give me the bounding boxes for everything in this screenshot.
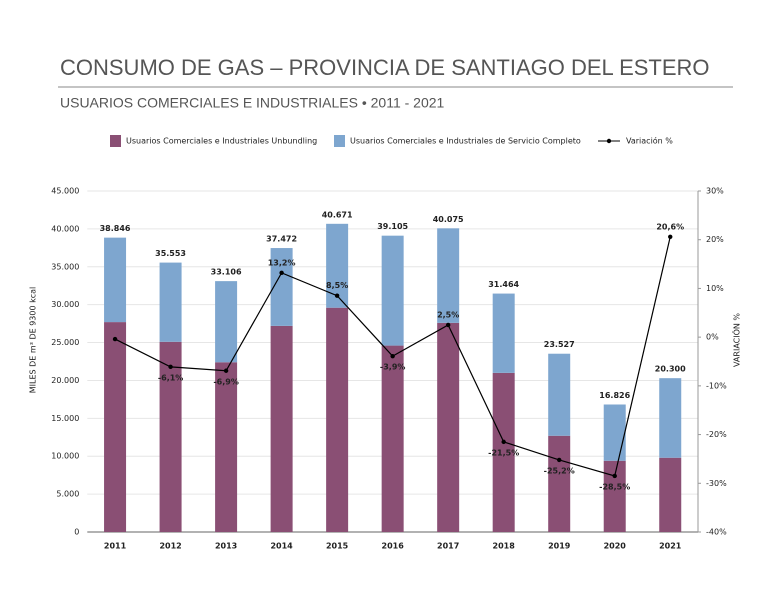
bar-segment xyxy=(381,235,404,346)
variation-point xyxy=(445,322,451,328)
variation-point xyxy=(501,439,506,445)
x-tick-label: 2012 xyxy=(159,542,181,551)
variation-point xyxy=(223,368,229,373)
y2-tick-label: -40% xyxy=(706,528,727,537)
variation-point xyxy=(112,336,118,342)
y-tick-label: 40.000 xyxy=(51,224,79,233)
legend-label: Variación % xyxy=(626,136,673,146)
legend-label: Usuarios Comerciales e Industriales Unbu… xyxy=(126,137,317,146)
bar-segment xyxy=(437,322,460,532)
y2-tick-label: 10% xyxy=(706,284,724,293)
bar-segment xyxy=(659,457,682,532)
x-tick-label: 2013 xyxy=(215,542,237,551)
legend-swatch xyxy=(334,135,345,147)
y2-axis-title: VARIACIÓN % xyxy=(731,313,742,367)
y2-tick-label: 30% xyxy=(706,187,724,196)
total-label: 20.300 xyxy=(655,365,686,374)
bar-segment xyxy=(326,307,349,532)
chart-subtitle: USUARIOS COMERCIALES E INDUSTRIALES • 20… xyxy=(60,95,445,111)
x-tick-label: 2014 xyxy=(270,542,293,551)
x-tick-label: 2017 xyxy=(437,542,459,551)
y-axis-title: MILES DE m³ DE 9300 kcal xyxy=(29,287,38,394)
variation-label: 20,6% xyxy=(656,222,684,231)
total-label: 16.826 xyxy=(599,391,630,400)
y-tick-label: 35.000 xyxy=(51,262,79,271)
bar-segment xyxy=(603,460,626,532)
variation-point xyxy=(334,293,340,298)
total-label: 23.527 xyxy=(544,340,575,349)
bar-segment xyxy=(548,353,571,436)
x-tick-label: 2015 xyxy=(326,542,349,551)
bar-segment xyxy=(104,237,127,323)
chart-title: CONSUMO DE GAS – PROVINCIA DE SANTIAGO D… xyxy=(60,55,710,80)
bar-segment xyxy=(159,262,182,342)
x-tick-label: 2011 xyxy=(104,542,127,551)
variation-label: 13,2% xyxy=(268,258,296,267)
total-label: 39.105 xyxy=(377,222,408,231)
y2-tick-label: 0% xyxy=(706,333,719,342)
total-label: 38.846 xyxy=(100,224,131,233)
variation-point xyxy=(168,364,173,370)
variation-point xyxy=(557,457,562,463)
bar-segment xyxy=(492,293,515,373)
variation-label: -25,2% xyxy=(544,466,575,475)
y2-tick-label: -30% xyxy=(706,479,727,488)
total-label: 31.464 xyxy=(488,280,519,289)
total-label: 35.553 xyxy=(155,249,186,258)
bar-segment xyxy=(104,322,127,532)
total-label: 33.106 xyxy=(211,268,242,277)
total-label: 40.671 xyxy=(322,210,353,219)
x-tick-label: 2019 xyxy=(548,542,571,551)
bar-segment xyxy=(437,228,460,323)
y-tick-label: 25.000 xyxy=(51,338,79,347)
y-tick-label: 15.000 xyxy=(51,414,79,423)
total-label: 40.075 xyxy=(433,215,464,224)
x-tick-label: 2016 xyxy=(382,542,405,551)
x-tick-label: 2018 xyxy=(493,542,516,551)
x-tick-label: 2020 xyxy=(604,542,627,551)
total-label: 37.472 xyxy=(266,235,297,244)
bar-segment xyxy=(659,378,682,458)
variation-label: -28,5% xyxy=(599,482,630,491)
variation-label: -21,5% xyxy=(488,448,519,457)
y-tick-label: 0 xyxy=(74,528,79,537)
y2-tick-label: -10% xyxy=(706,381,727,390)
y2-tick-label: -20% xyxy=(706,430,727,439)
legend-swatch xyxy=(110,135,121,147)
y-tick-label: 5.000 xyxy=(56,490,79,499)
bar-segment xyxy=(492,372,515,532)
variation-point xyxy=(390,353,395,359)
x-tick-label: 2021 xyxy=(659,542,682,551)
y-tick-label: 30.000 xyxy=(51,300,79,309)
variation-point xyxy=(668,234,673,239)
bar-segment xyxy=(215,362,238,532)
y-tick-label: 20.000 xyxy=(51,376,79,385)
legend-point xyxy=(606,138,612,144)
y-tick-label: 45.000 xyxy=(51,187,79,196)
variation-label: -3,9% xyxy=(380,363,406,372)
y-tick-label: 10.000 xyxy=(51,452,79,461)
bar-segment xyxy=(603,404,626,461)
variation-label: 2,5% xyxy=(437,310,459,319)
y2-tick-label: 20% xyxy=(706,235,724,244)
variation-label: 8,5% xyxy=(326,281,348,290)
bar-segment xyxy=(270,248,293,326)
variation-point xyxy=(279,270,284,276)
bar-segment xyxy=(270,325,293,532)
bar-segment xyxy=(215,281,238,363)
legend-label: Usuarios Comerciales e Industriales de S… xyxy=(350,137,581,146)
bar-segment xyxy=(326,223,349,308)
bar-segment xyxy=(381,345,404,532)
bar-segment xyxy=(548,435,571,532)
variation-point xyxy=(612,473,617,479)
bar-segment xyxy=(159,341,182,532)
variation-label: -6,9% xyxy=(213,377,239,386)
variation-label: -6,1% xyxy=(158,373,184,382)
